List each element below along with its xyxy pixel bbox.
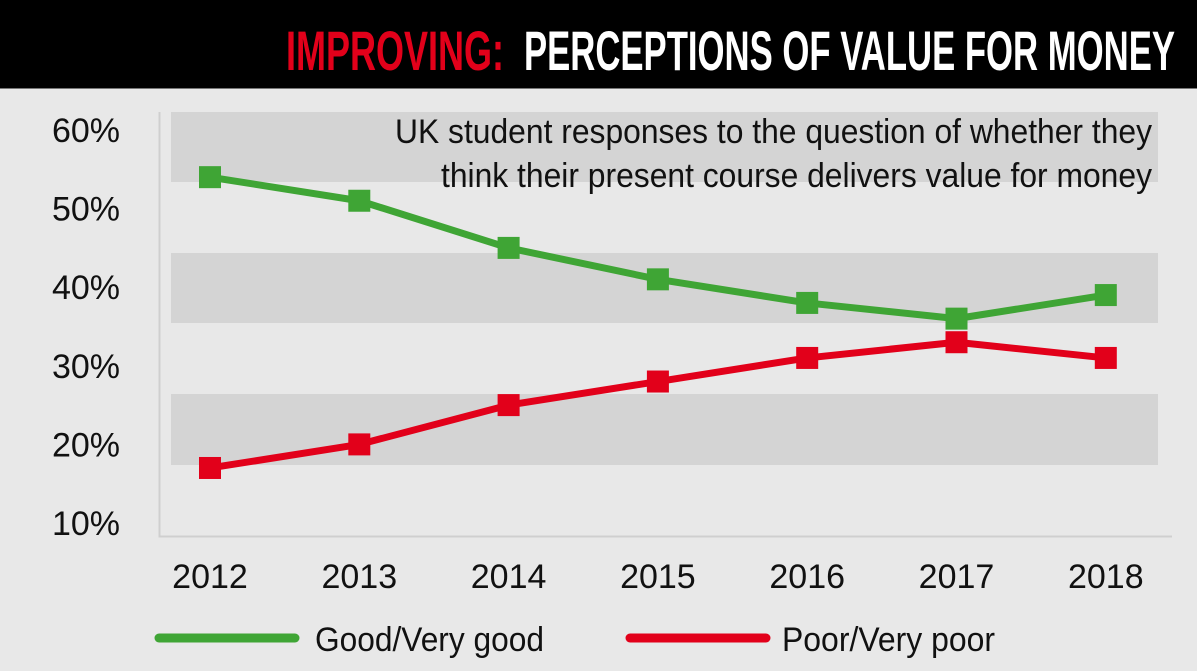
chart-title: PERCEPTIONS OF VALUE FOR MONEY xyxy=(524,19,1175,82)
axes xyxy=(158,112,1172,538)
data-point-poor xyxy=(796,346,819,369)
x-tick-label: 2018 xyxy=(1068,558,1144,596)
x-tick-label: 2017 xyxy=(919,558,995,596)
data-point-good xyxy=(348,189,371,212)
y-tick-label: 60% xyxy=(52,112,120,150)
y-tick-label: 10% xyxy=(52,505,120,543)
y-tick-label: 40% xyxy=(52,269,120,307)
x-tick-label: 2014 xyxy=(471,558,547,596)
data-point-good xyxy=(1094,284,1117,307)
title-highlight: IMPROVING: xyxy=(286,19,504,82)
y-tick-label: 30% xyxy=(52,348,120,386)
data-point-poor xyxy=(199,456,221,479)
data-point-poor xyxy=(646,370,669,393)
grid-band xyxy=(171,394,1158,465)
grid-band xyxy=(171,112,1158,182)
y-axis-ticks: 60% 50% 40% 30% 20% 10% xyxy=(52,112,120,543)
subtitle-line-2: think their present course delivers valu… xyxy=(441,157,1152,195)
series-layer xyxy=(199,166,1117,479)
data-point-good xyxy=(497,236,520,259)
legend-label-poor: Poor/Very poor xyxy=(782,621,995,659)
subtitle-line-1: UK student responses to the question of … xyxy=(395,113,1152,151)
data-point-poor xyxy=(1094,346,1117,369)
data-point-good xyxy=(945,307,968,330)
data-point-good xyxy=(646,268,669,291)
x-tick-label: 2012 xyxy=(172,558,248,596)
x-axis-ticks: 2012 2013 2014 2015 2016 2017 2018 xyxy=(172,558,1143,596)
data-point-poor xyxy=(945,331,968,354)
legend-label-good: Good/Very good xyxy=(315,621,544,659)
data-point-good xyxy=(199,166,221,189)
x-tick-label: 2015 xyxy=(620,558,696,596)
legend: Good/Very good Poor/Very poor xyxy=(154,621,995,659)
data-point-poor xyxy=(497,394,520,417)
header-bar xyxy=(0,0,1197,88)
y-tick-label: 50% xyxy=(52,191,120,229)
data-point-good xyxy=(796,291,819,314)
data-point-poor xyxy=(348,433,371,456)
x-tick-label: 2016 xyxy=(769,558,845,596)
x-tick-label: 2013 xyxy=(321,558,397,596)
y-tick-label: 20% xyxy=(52,426,120,464)
